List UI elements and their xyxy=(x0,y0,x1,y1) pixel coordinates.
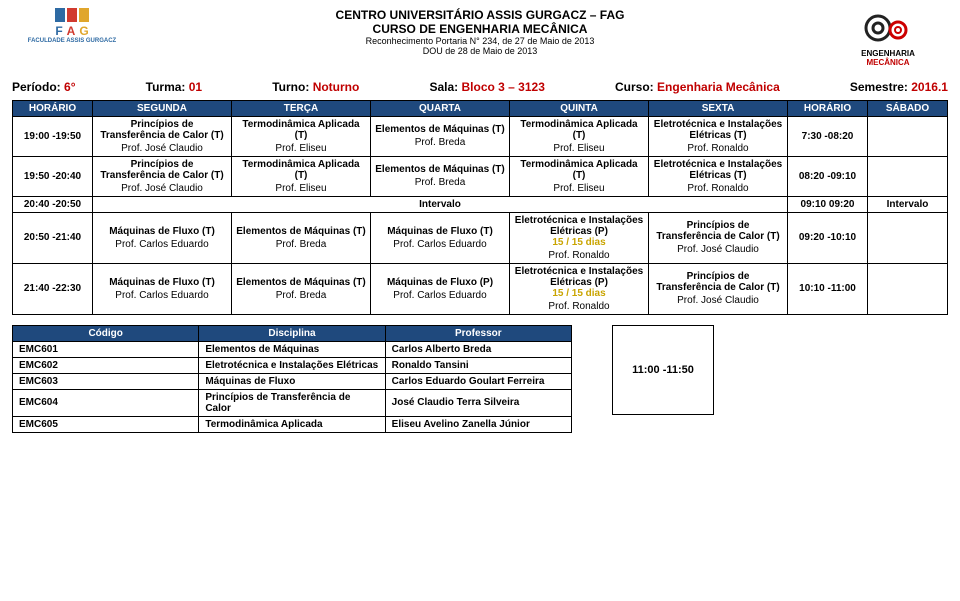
schedule-table: HORÁRIO SEGUNDA TERÇA QUARTA QUINTA SEXT… xyxy=(12,100,948,315)
header-line4: DOU de 28 de Maio de 2013 xyxy=(140,46,820,56)
sala-value: Bloco 3 – 3123 xyxy=(462,80,545,94)
semestre-label: Semestre: xyxy=(850,80,908,94)
curso-label: Curso: xyxy=(615,80,654,94)
header-line2: CURSO DE ENGENHARIA MECÂNICA xyxy=(140,22,820,36)
turma-value: 01 xyxy=(189,80,202,94)
col-quarta: QUARTA xyxy=(371,100,510,116)
legend-row: EMC601Elementos de MáquinasCarlos Albert… xyxy=(13,341,572,357)
col-horario: HORÁRIO xyxy=(13,100,93,116)
periodo-label: Período: xyxy=(12,80,61,94)
gear-icon xyxy=(858,8,918,48)
header: FAG FACULDADE ASSIS GURGACZ CENTRO UNIVE… xyxy=(12,8,948,68)
turma-label: Turma: xyxy=(146,80,186,94)
schedule-row: 19:00 -19:50Princípios de Transferência … xyxy=(13,116,948,156)
col-horario2: HORÁRIO xyxy=(788,100,868,116)
header-center: CENTRO UNIVERSITÁRIO ASSIS GURGACZ – FAG… xyxy=(140,8,820,56)
intervalo-row: 20:40 -20:50Intervalo09:10 09:20Interval… xyxy=(13,196,948,212)
col-terca: TERÇA xyxy=(232,100,371,116)
legend-col-disciplina: Disciplina xyxy=(199,325,385,341)
legend-table: Código Disciplina Professor EMC601Elemen… xyxy=(12,325,572,433)
logo-left: FAG FACULDADE ASSIS GURGACZ xyxy=(12,8,132,44)
schedule-row: 21:40 -22:30Máquinas de Fluxo (T)Prof. C… xyxy=(13,263,948,314)
schedule-row: 19:50 -20:40Princípios de Transferência … xyxy=(13,156,948,196)
legend-row: EMC604Princípios de Transferência de Cal… xyxy=(13,389,572,416)
legend-row: EMC603Máquinas de FluxoCarlos Eduardo Go… xyxy=(13,373,572,389)
logo-right: ENGENHARIA MECÂNICA xyxy=(828,8,948,68)
turno-label: Turno: xyxy=(272,80,309,94)
legend-col-codigo: Código xyxy=(13,325,199,341)
logo-left-subtitle: FACULDADE ASSIS GURGACZ xyxy=(12,38,132,44)
legend-row: EMC605Termodinâmica AplicadaEliseu Aveli… xyxy=(13,416,572,432)
periodo-value: 6° xyxy=(64,80,75,94)
col-quinta: QUINTA xyxy=(510,100,649,116)
schedule-header-row: HORÁRIO SEGUNDA TERÇA QUARTA QUINTA SEXT… xyxy=(13,100,948,116)
sala-label: Sala: xyxy=(429,80,458,94)
logo-right-line2: MECÂNICA xyxy=(828,59,948,68)
semestre-value: 2016.1 xyxy=(911,80,948,94)
schedule-row: 20:50 -21:40Máquinas de Fluxo (T)Prof. C… xyxy=(13,212,948,263)
legend-block: Código Disciplina Professor EMC601Elemen… xyxy=(12,325,948,433)
header-line1: CENTRO UNIVERSITÁRIO ASSIS GURGACZ – FAG xyxy=(140,8,820,22)
legend-row: EMC602Eletrotécnica e Instalações Elétri… xyxy=(13,357,572,373)
col-sexta: SEXTA xyxy=(649,100,788,116)
extra-slot: 11:00 -11:50 xyxy=(612,325,714,415)
legend-col-professor: Professor xyxy=(385,325,571,341)
curso-value: Engenharia Mecânica xyxy=(657,80,780,94)
col-segunda: SEGUNDA xyxy=(93,100,232,116)
period-line: Período: 6° Turma: 01 Turno: Noturno Sal… xyxy=(12,80,948,94)
turno-value: Noturno xyxy=(313,80,360,94)
col-sabado: SÁBADO xyxy=(868,100,948,116)
header-line3: Reconhecimento Portaria N° 234, de 27 de… xyxy=(140,36,820,46)
